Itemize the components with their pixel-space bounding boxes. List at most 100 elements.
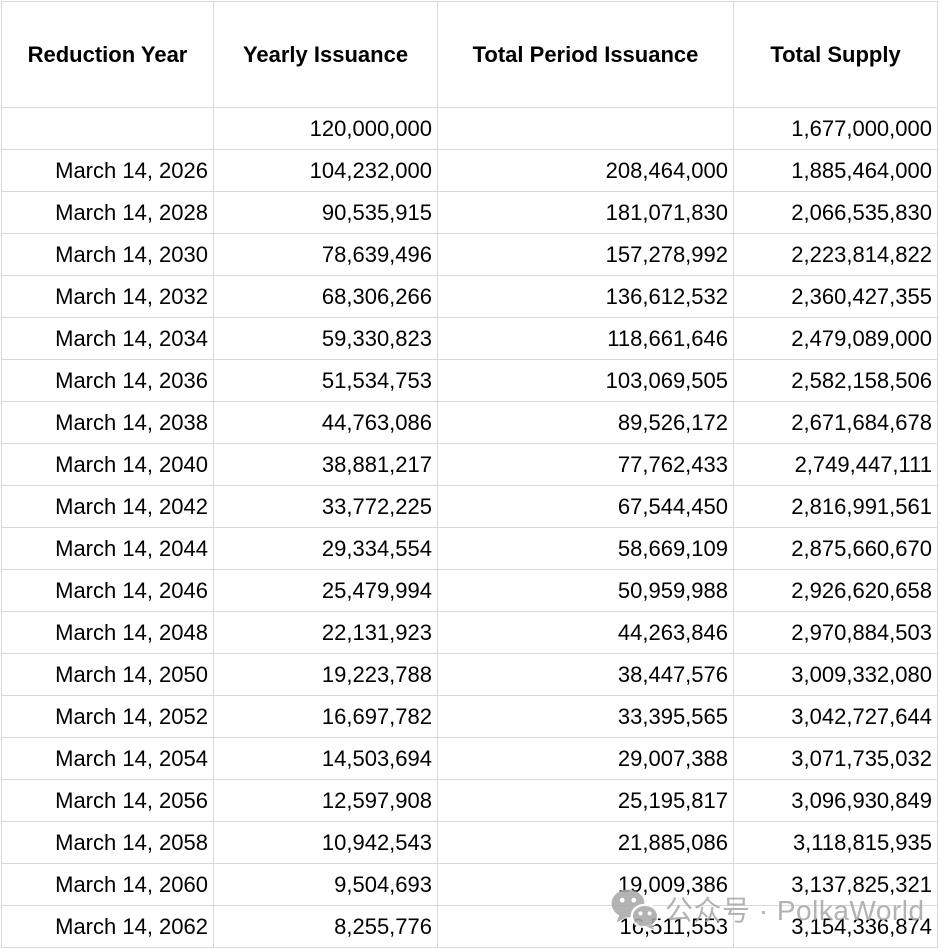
table-row: March 14, 2054 14,503,694 29,007,388 3,071,… (1, 737, 938, 780)
cell-total_supply: 3,154,336,874 (733, 905, 938, 948)
cell-yearly_issuance: 8,255,776 (213, 905, 438, 948)
cell-reduction_year: March 14, 2052 (1, 695, 214, 738)
cell-yearly_issuance: 19,223,788 (213, 653, 438, 696)
cell-total_supply: 2,875,660,670 (733, 527, 938, 570)
table-row: March 14, 2034 59,330,823 118,661,646 2,479… (1, 317, 938, 360)
table-row: March 14, 2032 68,306,266 136,612,532 2,360… (1, 275, 938, 318)
cell-total_period_issuance (437, 107, 734, 150)
table-row: March 14, 2026 104,232,000 208,464,000 1,88… (1, 149, 938, 192)
cell-total_supply: 1,885,464,000 (733, 149, 938, 192)
table-row: March 14, 2046 25,479,994 50,959,988 2,926,… (1, 569, 938, 612)
cell-yearly_issuance: 12,597,908 (213, 779, 438, 822)
cell-yearly_issuance: 14,503,694 (213, 737, 438, 780)
cell-yearly_issuance: 29,334,554 (213, 527, 438, 570)
cell-total_supply: 2,360,427,355 (733, 275, 938, 318)
cell-reduction_year: March 14, 2042 (1, 485, 214, 528)
cell-reduction_year: March 14, 2034 (1, 317, 214, 360)
cell-reduction_year: March 14, 2046 (1, 569, 214, 612)
column-header-total-period-issuance: Total Period Issuance (437, 1, 734, 108)
cell-yearly_issuance: 38,881,217 (213, 443, 438, 486)
column-header-yearly-issuance: Yearly Issuance (213, 1, 438, 108)
table-row: March 14, 2056 12,597,908 25,195,817 3,096,… (1, 779, 938, 822)
cell-total_supply: 3,118,815,935 (733, 821, 938, 864)
table-row: March 14, 2028 90,535,915 181,071,830 2,066… (1, 191, 938, 234)
table-row: March 14, 2048 22,131,923 44,263,846 2,970,… (1, 611, 938, 654)
cell-total_period_issuance: 181,071,830 (437, 191, 734, 234)
cell-yearly_issuance: 10,942,543 (213, 821, 438, 864)
cell-total_supply: 1,677,000,000 (733, 107, 938, 150)
column-header-total-supply: Total Supply (733, 1, 938, 108)
cell-reduction_year: March 14, 2032 (1, 275, 214, 318)
cell-total_period_issuance: 33,395,565 (437, 695, 734, 738)
cell-yearly_issuance: 90,535,915 (213, 191, 438, 234)
cell-total_supply: 2,066,535,830 (733, 191, 938, 234)
cell-total_supply: 2,970,884,503 (733, 611, 938, 654)
cell-total_supply: 2,926,620,658 (733, 569, 938, 612)
cell-total_supply: 2,671,684,678 (733, 401, 938, 444)
cell-total_period_issuance: 50,959,988 (437, 569, 734, 612)
cell-yearly_issuance: 22,131,923 (213, 611, 438, 654)
cell-total_period_issuance: 25,195,817 (437, 779, 734, 822)
cell-total_supply: 2,749,447,111 (733, 443, 938, 486)
cell-total_supply: 3,042,727,644 (733, 695, 938, 738)
cell-yearly_issuance: 78,639,496 (213, 233, 438, 276)
table-row: March 14, 2058 10,942,543 21,885,086 3,118,… (1, 821, 938, 864)
cell-yearly_issuance: 104,232,000 (213, 149, 438, 192)
cell-total_period_issuance: 38,447,576 (437, 653, 734, 696)
cell-total_supply: 2,479,089,000 (733, 317, 938, 360)
cell-yearly_issuance: 16,697,782 (213, 695, 438, 738)
cell-total_period_issuance: 16,511,553 (437, 905, 734, 948)
table-row: March 14, 2042 33,772,225 67,544,450 2,816,… (1, 485, 938, 528)
cell-reduction_year: March 14, 2036 (1, 359, 214, 402)
cell-total_period_issuance: 21,885,086 (437, 821, 734, 864)
cell-reduction_year: March 14, 2060 (1, 863, 214, 906)
cell-total_supply: 3,137,825,321 (733, 863, 938, 906)
column-header-reduction-year: Reduction Year (1, 1, 214, 108)
cell-total_period_issuance: 19,009,386 (437, 863, 734, 906)
cell-yearly_issuance: 68,306,266 (213, 275, 438, 318)
table-row: March 14, 2050 19,223,788 38,447,576 3,009,… (1, 653, 938, 696)
table-row: March 14, 2038 44,763,086 89,526,172 2,671,… (1, 401, 938, 444)
cell-reduction_year: March 14, 2050 (1, 653, 214, 696)
cell-reduction_year: March 14, 2030 (1, 233, 214, 276)
cell-yearly_issuance: 120,000,000 (213, 107, 438, 150)
cell-total_supply: 2,582,158,506 (733, 359, 938, 402)
table-row: 120,000,000 1,677,000,000 (1, 107, 938, 150)
cell-yearly_issuance: 59,330,823 (213, 317, 438, 360)
cell-reduction_year: March 14, 2044 (1, 527, 214, 570)
cell-total_period_issuance: 157,278,992 (437, 233, 734, 276)
cell-total_period_issuance: 44,263,846 (437, 611, 734, 654)
cell-reduction_year: March 14, 2048 (1, 611, 214, 654)
cell-reduction_year: March 14, 2058 (1, 821, 214, 864)
cell-total_period_issuance: 103,069,505 (437, 359, 734, 402)
cell-yearly_issuance: 44,763,086 (213, 401, 438, 444)
cell-total_supply: 2,223,814,822 (733, 233, 938, 276)
cell-reduction_year: March 14, 2028 (1, 191, 214, 234)
cell-total_supply: 3,071,735,032 (733, 737, 938, 780)
cell-total_supply: 2,816,991,561 (733, 485, 938, 528)
cell-total_period_issuance: 77,762,433 (437, 443, 734, 486)
header-row: Reduction Year Yearly Issuance Total Per… (1, 1, 938, 108)
table-body: 120,000,000 1,677,000,000 March 14, 2026 10… (1, 107, 938, 948)
cell-total_period_issuance: 208,464,000 (437, 149, 734, 192)
table-row: March 14, 2052 16,697,782 33,395,565 3,042,… (1, 695, 938, 738)
cell-reduction_year: March 14, 2056 (1, 779, 214, 822)
table-row: March 14, 2062 8,255,776 16,511,553 3,154,3… (1, 905, 938, 948)
cell-total_supply: 3,009,332,080 (733, 653, 938, 696)
cell-reduction_year: March 14, 2040 (1, 443, 214, 486)
cell-yearly_issuance: 51,534,753 (213, 359, 438, 402)
cell-total_period_issuance: 118,661,646 (437, 317, 734, 360)
cell-reduction_year: March 14, 2054 (1, 737, 214, 780)
cell-total_period_issuance: 89,526,172 (437, 401, 734, 444)
cell-reduction_year (1, 107, 214, 150)
cell-yearly_issuance: 33,772,225 (213, 485, 438, 528)
cell-reduction_year: March 14, 2026 (1, 149, 214, 192)
cell-yearly_issuance: 25,479,994 (213, 569, 438, 612)
cell-reduction_year: March 14, 2038 (1, 401, 214, 444)
cell-total_period_issuance: 29,007,388 (437, 737, 734, 780)
table-row: March 14, 2030 78,639,496 157,278,992 2,223… (1, 233, 938, 276)
table-row: March 14, 2044 29,334,554 58,669,109 2,875,… (1, 527, 938, 570)
table-row: March 14, 2040 38,881,217 77,762,433 2,749,… (1, 443, 938, 486)
table-row: March 14, 2060 9,504,693 19,009,386 3,137,8… (1, 863, 938, 906)
cell-reduction_year: March 14, 2062 (1, 905, 214, 948)
